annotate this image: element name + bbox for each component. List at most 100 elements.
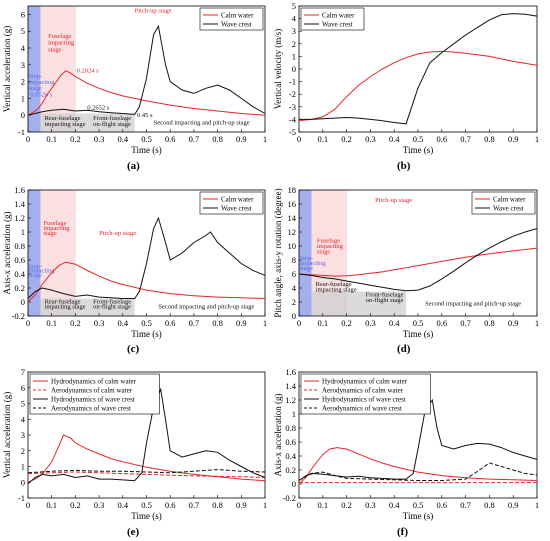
x-axis-label: Time (s) (131, 511, 161, 521)
annotation: 0.0526 s (30, 92, 53, 99)
y-axis-label: Vertical velocity (m/s) (273, 29, 283, 109)
x-tick-label: 0.9 (236, 134, 247, 144)
panel-label-d: (d) (397, 343, 411, 355)
series-line (27, 70, 266, 116)
x-tick-label: 0.1 (317, 500, 328, 510)
x-tick-label: 0.5 (413, 318, 424, 328)
y-tick-label: 0.6 (285, 437, 296, 447)
x-tick-label: 0.5 (413, 500, 424, 510)
x-tick-label: 0.7 (460, 134, 471, 144)
x-tick-label: 0 (297, 134, 301, 144)
legend-entry: Hydrodynamics of wave crest (51, 396, 135, 404)
annotation: 0.2652 s (87, 104, 110, 111)
y-tick-label: 5 (292, 1, 296, 11)
annotation: Fuselage (43, 220, 66, 227)
y-tick-label: 10 (288, 241, 297, 251)
annotation: Pitch-up stage (375, 197, 412, 204)
y-tick-label: 0 (292, 479, 296, 489)
stage-region (40, 113, 135, 132)
annotation: 0.2024 s (77, 67, 100, 74)
x-tick-label: 0.1 (46, 500, 57, 510)
x-tick-label: 0.7 (189, 500, 200, 510)
x-tick-label: 0.9 (236, 318, 247, 328)
y-tick-label: 0.4 (285, 451, 296, 461)
x-tick-label: 0.9 (508, 500, 519, 510)
y-tick-label: 4 (21, 414, 26, 424)
annotation: on-flight stage (93, 303, 131, 310)
legend-entry: Wave crest (221, 205, 252, 213)
x-tick-label: 0.7 (189, 134, 200, 144)
annotation: on-flight stage (366, 297, 404, 304)
x-tick-label: 0.1 (46, 318, 57, 328)
x-tick-label: 0 (26, 318, 30, 328)
legend-entry: Wave crest (493, 205, 524, 213)
y-tick-label: -5 (289, 127, 296, 137)
x-tick-label: 0.9 (508, 318, 519, 328)
legend-box (29, 373, 160, 415)
annotation: Rear-fuselage (45, 115, 81, 122)
annotation: Front-fuselage (93, 115, 131, 122)
y-tick-label: 2 (292, 39, 296, 49)
annotation: impacting (299, 260, 326, 267)
annotation: impacting (48, 40, 75, 47)
annotation: impacting (28, 79, 55, 86)
legend-entry: Aerodynamics of wave crest (51, 405, 131, 413)
x-tick-label: 0.4 (117, 134, 128, 144)
x-tick-label: 1 (263, 500, 267, 510)
y-tick-label: 16 (288, 199, 297, 209)
x-tick-label: 0.8 (484, 318, 495, 328)
y-tick-label: -0.2 (12, 311, 25, 321)
y-tick-label: -1 (289, 77, 296, 87)
y-tick-label: 1.4 (285, 381, 296, 391)
annotation: stage (317, 249, 330, 256)
x-tick-label: 0.3 (365, 318, 376, 328)
x-tick-label: 1 (535, 318, 539, 328)
annotation: Step- (299, 255, 313, 262)
legend-box (300, 373, 431, 415)
y-axis-label: Vertical acceleration (g) (2, 392, 12, 478)
y-tick-label: 0.4 (14, 269, 25, 279)
annotation: Pitch-up stage (99, 230, 136, 237)
legend-entry: Calm water (221, 196, 254, 204)
x-tick-label: 0.3 (94, 134, 105, 144)
annotation: Fuselage (317, 238, 340, 245)
y-tick-label: -0.2 (283, 493, 296, 503)
chart-panel-6: 0 0.1 0.2 0.3 0.4 0.5 0.6 0.7 0.8 0.9 1-0.200.20.4… (273, 367, 539, 521)
y-tick-label: 1.4 (14, 199, 25, 209)
y-tick-label: 0 (21, 110, 25, 120)
y-axis-label: Axis-x acceleration (g) (273, 394, 283, 477)
x-tick-label: 0.6 (165, 134, 176, 144)
y-tick-label: 5 (21, 399, 25, 409)
x-tick-label: 0.9 (508, 134, 519, 144)
stage-region (311, 291, 407, 316)
y-tick-label: 1 (21, 93, 25, 103)
series-line (27, 24, 266, 116)
panel-label-b: (b) (397, 160, 411, 172)
y-tick-label: -4 (289, 114, 297, 124)
x-tick-label: 0.6 (436, 318, 447, 328)
x-tick-label: 0.3 (365, 134, 376, 144)
annotation: stage (28, 272, 41, 279)
x-tick-label: 0.4 (389, 318, 400, 328)
annotation: Rear-fuselage (45, 298, 81, 305)
x-tick-label: 0.6 (165, 500, 176, 510)
y-tick-label: 6 (292, 269, 296, 279)
annotation: Second impacting and pitch-up stage (158, 303, 254, 310)
y-tick-label: 4 (21, 43, 26, 53)
y-tick-label: 7 (21, 367, 25, 377)
stage-region (28, 190, 41, 316)
legend-entry: Hydrodynamics of calm water (51, 378, 137, 386)
annotation: impacting stage (45, 303, 86, 310)
annotation: stage (48, 46, 61, 53)
series-line (298, 462, 538, 481)
series-line (27, 261, 266, 303)
x-tick-label: 1 (263, 134, 267, 144)
x-tick-label: 0.7 (460, 500, 471, 510)
y-tick-label: 4 (292, 283, 297, 293)
y-tick-label: 2 (21, 77, 25, 87)
x-tick-label: 0.7 (189, 318, 200, 328)
stage-region (299, 190, 312, 316)
legend-entry: Aerodynamics of wave crest (322, 405, 402, 413)
